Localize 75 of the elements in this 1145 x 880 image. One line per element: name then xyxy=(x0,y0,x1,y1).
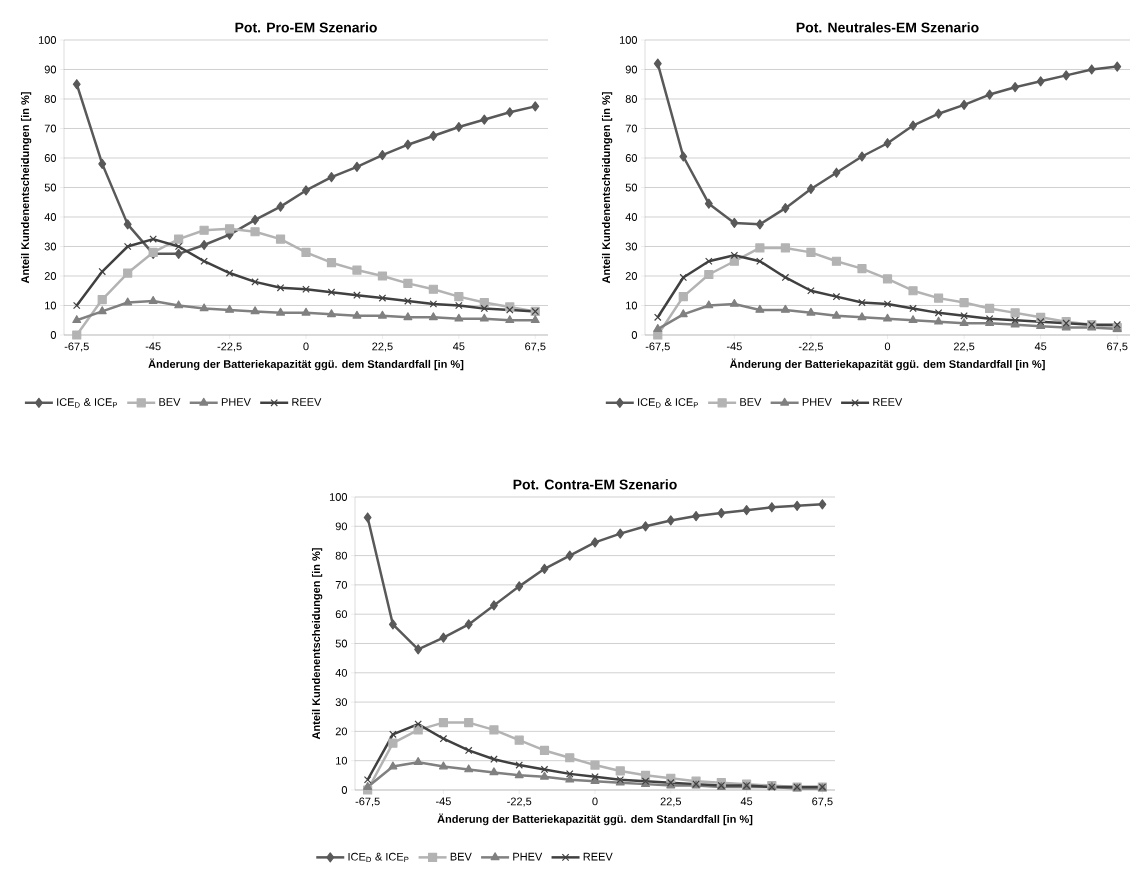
legend-label: ICE$_{D}$ & ICE$_{P}$ xyxy=(638,398,698,408)
y-tick-label: 10 xyxy=(336,756,348,765)
x-tick-label: 45 xyxy=(740,797,753,806)
y-tick-label: 90 xyxy=(44,65,57,74)
y-tick-label: 10 xyxy=(626,301,638,310)
legend-label: BEV xyxy=(450,852,472,861)
x-tick-label: 67,5 xyxy=(525,342,546,352)
x-tick-label: -67,5 xyxy=(645,342,670,352)
legend-label: PHEV xyxy=(221,398,251,406)
y-tick-label: 40 xyxy=(44,213,57,221)
x-tick-label: -67,5 xyxy=(355,797,380,807)
x-tick-label: 45 xyxy=(452,342,465,351)
legend-label: REEV xyxy=(873,398,903,406)
y-tick-label: 40 xyxy=(335,668,348,677)
y-tick-label: 90 xyxy=(625,65,638,74)
x-tick-label: 0 xyxy=(884,342,891,351)
x-tick-label: 22,5 xyxy=(372,342,393,352)
y-tick-label: 70 xyxy=(44,124,57,133)
y-tick-label: 20 xyxy=(44,272,57,280)
legend-label: ICE$_{D}$ & ICE$_{P}$ xyxy=(57,398,118,408)
x-axis-title: Änderung der Batteriekapazität ggü. dem Standardfall [in %] xyxy=(148,358,464,371)
y-tick-label: 20 xyxy=(625,272,638,280)
legend-label: BEV xyxy=(159,398,181,406)
legend-label: PHEV xyxy=(513,852,543,861)
x-tick-label: 67,5 xyxy=(1107,342,1128,352)
y-tick-label: 20 xyxy=(335,727,348,736)
y-tick-label: 90 xyxy=(335,522,348,531)
legend-label: BEV xyxy=(740,398,762,406)
x-tick-label: -45 xyxy=(726,342,742,351)
x-tick-label: -22,5 xyxy=(507,797,532,807)
y-axis-title: Anteil Kundenentscheidungen [in %] xyxy=(311,548,323,740)
x-axis-title: Änderung der Batteriekapazität ggü. dem Standardfall [in %] xyxy=(437,813,753,826)
y-tick-label: 100 xyxy=(619,36,638,44)
y-tick-label: 70 xyxy=(625,124,638,133)
y-tick-label: 80 xyxy=(44,95,57,103)
y-tick-label: 50 xyxy=(625,183,638,192)
y-tick-label: 60 xyxy=(625,154,638,162)
x-tick-label: 45 xyxy=(1034,342,1047,351)
x-tick-label: -45 xyxy=(145,342,161,351)
y-tick-label: 100 xyxy=(329,493,348,501)
y-tick-label: 80 xyxy=(625,95,638,103)
x-tick-label: 22,5 xyxy=(953,342,975,352)
y-tick-label: 0 xyxy=(631,331,638,339)
chart-title: Pot. Neutrales-EM Szenario xyxy=(796,22,979,33)
chart-title: Pot. Pro-EM Szenario xyxy=(235,22,377,33)
y-tick-label: 30 xyxy=(44,242,57,251)
y-tick-label: 0 xyxy=(341,786,348,794)
y-tick-label: 50 xyxy=(335,639,348,648)
y-tick-label: 50 xyxy=(44,183,57,192)
x-tick-label: -67,5 xyxy=(64,342,89,352)
y-tick-label: 30 xyxy=(335,698,348,706)
y-tick-label: 40 xyxy=(625,213,638,221)
chart-title: Pot. Contra-EM Szenario xyxy=(513,479,677,490)
y-axis-title: Anteil Kundenentscheidungen [in %] xyxy=(601,92,613,284)
y-tick-label: 10 xyxy=(45,301,57,310)
legend-label: REEV xyxy=(292,398,322,406)
y-tick-label: 80 xyxy=(335,551,348,560)
y-tick-label: 70 xyxy=(335,581,348,589)
y-tick-label: 0 xyxy=(50,331,57,339)
y-tick-label: 60 xyxy=(44,154,57,162)
legend-label: ICE$_{D}$ & ICE$_{P}$ xyxy=(348,852,409,863)
y-tick-label: 60 xyxy=(335,610,348,619)
y-tick-label: 30 xyxy=(625,242,638,251)
x-tick-label: 0 xyxy=(592,797,598,806)
legend-label: REEV xyxy=(583,852,613,861)
x-tick-label: -22,5 xyxy=(217,342,242,352)
y-axis-title: Anteil Kundenentscheidungen [in %] xyxy=(20,92,32,284)
x-tick-label: 22,5 xyxy=(660,797,682,807)
x-tick-label: 67,5 xyxy=(812,797,833,807)
x-axis-title: Änderung der Batteriekapazität ggü. dem Standardfall [in %] xyxy=(729,358,1045,371)
y-tick-label: 100 xyxy=(38,36,57,44)
legend-label: PHEV xyxy=(802,398,832,406)
x-tick-label: -45 xyxy=(435,797,451,806)
x-tick-label: -22,5 xyxy=(798,342,823,352)
x-tick-label: 0 xyxy=(303,342,309,351)
